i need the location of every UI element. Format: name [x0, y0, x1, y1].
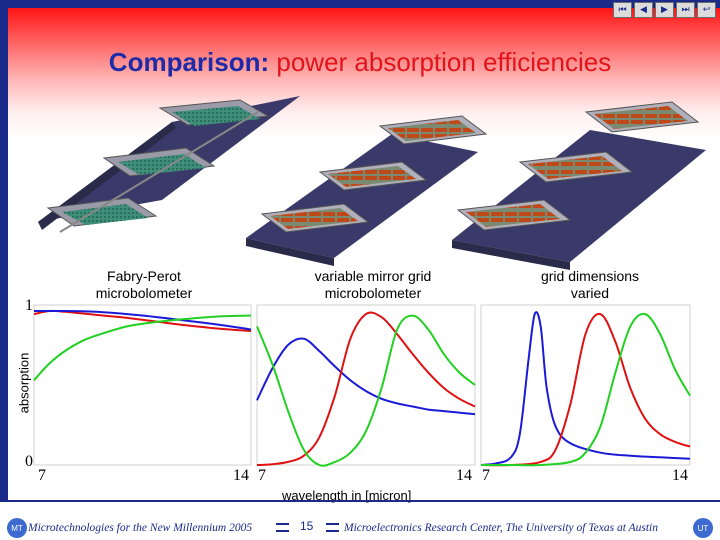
- panel-label-line1: grid dimensions: [540, 268, 640, 284]
- equals-divider-icon: [276, 523, 289, 532]
- panel-label-line1: variable mirror grid: [314, 268, 432, 284]
- next-slide-button[interactable]: ▶: [655, 2, 674, 18]
- page-title: Comparison: power absorption efficiencie…: [0, 47, 720, 78]
- equals-divider-icon: [326, 523, 339, 532]
- x-tick: 14: [672, 467, 688, 484]
- series-line-blue: [480, 311, 691, 466]
- university-logo-icon: UT: [693, 518, 713, 538]
- panel-label-line1: Fabry-Perot: [107, 268, 181, 284]
- x-tick: 7: [38, 467, 46, 484]
- plot-panel-2: [256, 304, 476, 467]
- return-button[interactable]: ↩: [697, 2, 716, 18]
- series-line-blue: [33, 309, 252, 331]
- panel-label-fabry-perot: Fabry-Perot microbolometer: [64, 268, 224, 302]
- conference-logo-icon: MT: [7, 518, 27, 538]
- x-tick: 14: [233, 467, 249, 484]
- panel-label-variable-mirror: variable mirror grid microbolometer: [283, 268, 463, 302]
- x-tick: 14: [456, 467, 472, 484]
- panel-label-grid-varied: grid dimensions varied: [510, 268, 670, 302]
- panel-label-line2: microbolometer: [324, 285, 422, 301]
- plot-panel-3: [480, 304, 691, 467]
- plot-panel-1: [33, 304, 252, 466]
- series-line-green: [33, 314, 252, 381]
- series-line-green: [481, 312, 691, 467]
- series-line-red: [256, 311, 476, 466]
- x-axis-label: wavelength in [micron]: [282, 488, 412, 503]
- title-accent: power absorption efficiencies: [276, 47, 612, 77]
- series-line-green: [256, 314, 476, 467]
- y-tick-bottom: 0: [25, 453, 33, 470]
- series-line-red: [480, 312, 691, 467]
- y-tick-top: 1: [25, 297, 33, 314]
- slide-navigation: ⏮ ◀ ▶ ⏭ ↩: [613, 2, 716, 18]
- x-tick: 7: [482, 467, 490, 484]
- footer-conference: Microtechnologies for the New Millennium…: [28, 522, 253, 534]
- panel-label-line2: microbolometer: [95, 285, 193, 301]
- slide-left-bar: [0, 0, 8, 500]
- x-tick: 7: [258, 467, 266, 484]
- first-slide-button[interactable]: ⏮: [613, 2, 632, 18]
- last-slide-button[interactable]: ⏭: [676, 2, 695, 18]
- fabry-perot-device-illustration: [38, 96, 300, 233]
- y-axis-label: absorption: [16, 352, 32, 414]
- variable-mirror-grid-device-illustration: [246, 115, 488, 266]
- slide-top-bar: [0, 0, 720, 8]
- series-line-blue: [256, 337, 476, 416]
- previous-slide-button[interactable]: ◀: [634, 2, 653, 18]
- footer-institution: Microelectronics Research Center, The Un…: [344, 522, 658, 534]
- grid-dimensions-device-illustration: [452, 101, 706, 270]
- footer-divider: [0, 500, 720, 502]
- panel-label-line2: varied: [570, 285, 610, 301]
- page-number: 15: [300, 519, 314, 533]
- title-lead: Comparison:: [108, 47, 270, 77]
